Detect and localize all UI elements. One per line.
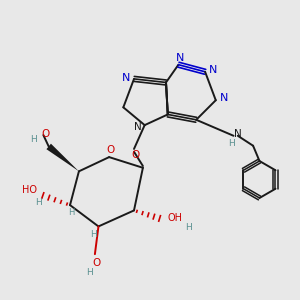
Text: N: N bbox=[209, 65, 217, 75]
Text: H: H bbox=[86, 268, 93, 277]
Text: H: H bbox=[34, 198, 41, 207]
Text: H: H bbox=[90, 230, 97, 239]
Text: H: H bbox=[30, 135, 37, 144]
Text: O: O bbox=[41, 129, 49, 139]
Text: OH: OH bbox=[167, 212, 182, 223]
Text: HO: HO bbox=[22, 185, 37, 195]
Text: N: N bbox=[176, 53, 184, 63]
Text: H: H bbox=[228, 139, 235, 148]
Text: O: O bbox=[93, 258, 101, 268]
Text: N: N bbox=[219, 94, 228, 103]
Polygon shape bbox=[46, 144, 79, 171]
Text: O: O bbox=[107, 145, 115, 155]
Text: O: O bbox=[132, 150, 140, 160]
Text: N: N bbox=[134, 122, 142, 132]
Text: N: N bbox=[234, 129, 242, 139]
Text: H: H bbox=[69, 208, 75, 217]
Text: H: H bbox=[185, 223, 191, 232]
Text: N: N bbox=[122, 73, 130, 83]
